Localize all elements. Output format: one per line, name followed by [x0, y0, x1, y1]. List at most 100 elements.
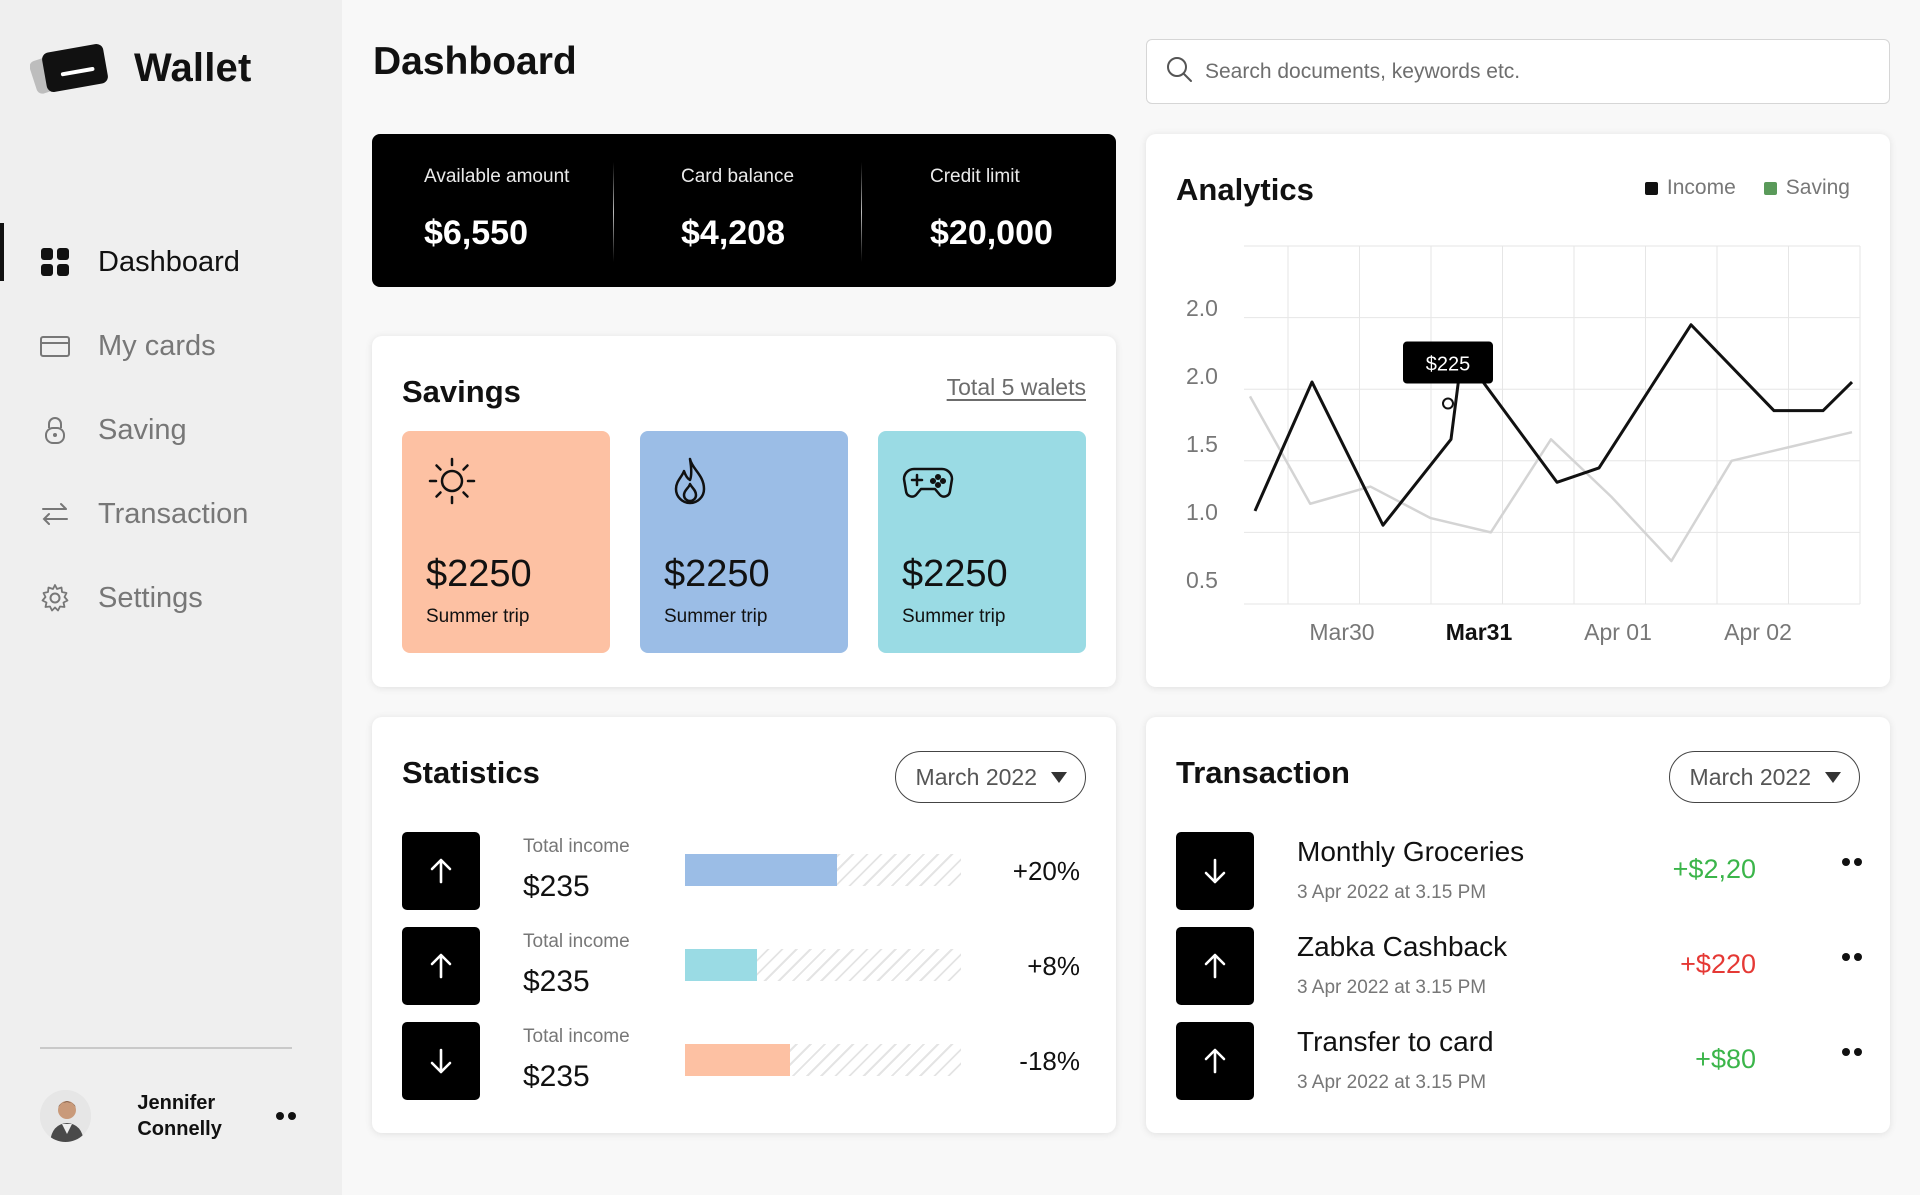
series-line-saving — [1248, 395, 1853, 563]
balance-value: $6,550 — [424, 214, 528, 252]
lock-icon — [40, 415, 70, 445]
balance-label: Credit limit — [930, 166, 1020, 187]
savings-tile[interactable]: $2250 Summer trip — [640, 431, 848, 653]
balance-divider — [861, 162, 862, 262]
legend-label: Saving — [1785, 176, 1850, 199]
stat-bar — [685, 854, 961, 886]
stat-row[interactable]: Total income $235 +20% — [402, 832, 1092, 910]
balance-divider — [613, 162, 614, 262]
search-input[interactable] — [1205, 59, 1885, 84]
transaction-row[interactable]: Monthly Groceries 3 Apr 2022 at 3.15 PM … — [1176, 832, 1866, 910]
sidebar-nav: Dashboard My cards Saving Transaction Se… — [0, 220, 342, 640]
statistics-title: Statistics — [402, 755, 540, 790]
y-tick-label: 1.5 — [1186, 431, 1218, 457]
sidebar-item-my-cards[interactable]: My cards — [0, 304, 342, 388]
savings-tile[interactable]: $2250 Summer trip — [402, 431, 610, 653]
avatar[interactable] — [40, 1090, 92, 1142]
transaction-period-dropdown[interactable]: March 2022 — [1668, 751, 1860, 803]
balance-card-balance: Card balance $4,208 — [681, 166, 794, 253]
legend-label: Income — [1666, 176, 1736, 199]
stat-bar-fill — [685, 1044, 790, 1076]
sun-icon — [424, 453, 480, 509]
y-tick-label: 2.0 — [1186, 363, 1218, 389]
dropdown-value: March 2022 — [1689, 763, 1811, 790]
sidebar-item-settings[interactable]: Settings — [0, 556, 342, 640]
balance-label: Available amount — [424, 166, 570, 187]
more-options-icon[interactable] — [1842, 953, 1866, 961]
stat-bar — [685, 949, 961, 981]
balance-card: Available amount $6,550 Card balance $4,… — [372, 134, 1116, 287]
arrow-up-icon — [1176, 1022, 1254, 1100]
sidebar-item-saving[interactable]: Saving — [0, 388, 342, 472]
search-bar[interactable] — [1146, 39, 1890, 104]
page-title: Dashboard — [373, 40, 577, 83]
legend-income[interactable]: Income — [1644, 176, 1736, 200]
chart-tooltip — [1403, 341, 1493, 384]
stat-percentage: +8% — [1027, 951, 1080, 981]
balance-credit-limit: Credit limit $20,000 — [930, 166, 1053, 253]
card-icon — [40, 331, 70, 361]
analytics-title: Analytics — [1176, 172, 1314, 207]
more-options-icon[interactable] — [1842, 858, 1866, 866]
logo[interactable]: Wallet — [29, 40, 252, 96]
sidebar-item-label: My cards — [98, 329, 216, 362]
statistics-period-dropdown[interactable]: March 2022 — [894, 751, 1086, 803]
analytics-chart[interactable]: 2.0 2.0 1.5 1.0 0.5 Mar30 Mar31 Apr 01 Apr 02 $22… — [1146, 134, 1890, 687]
balance-value: $4,208 — [681, 214, 785, 252]
savings-card: Savings Total 5 walets $2250 Summer trip… — [372, 336, 1116, 687]
stat-bar — [685, 1044, 961, 1076]
caret-down-icon — [1051, 771, 1067, 783]
tile-label: Summer trip — [902, 606, 1006, 627]
arrow-up-icon — [402, 927, 480, 1005]
search-icon — [1165, 55, 1193, 88]
sidebar-item-label: Dashboard — [98, 245, 240, 278]
transaction-row[interactable]: Zabka Cashback 3 Apr 2022 at 3.15 PM +$2… — [1176, 927, 1866, 1005]
total-wallets-link[interactable]: Total 5 walets — [946, 374, 1086, 400]
user-profile[interactable]: Jennifer Connelly — [40, 1090, 300, 1142]
stat-bar-fill — [685, 949, 757, 981]
transaction-amount: +$80 — [1695, 1044, 1756, 1074]
legend-swatch — [1644, 181, 1658, 195]
transaction-row[interactable]: Transfer to card 3 Apr 2022 at 3.15 PM +… — [1176, 1022, 1866, 1100]
gamepad-icon — [900, 453, 956, 509]
grid-icon — [40, 247, 70, 277]
transaction-date: 3 Apr 2022 at 3.15 PM — [1297, 977, 1487, 998]
transaction-name: Zabka Cashback — [1297, 931, 1508, 962]
transaction-amount: +$2,20 — [1672, 854, 1756, 884]
sidebar-item-label: Transaction — [98, 497, 249, 530]
more-options-icon[interactable] — [1842, 1048, 1866, 1056]
stat-label: Total income — [523, 836, 630, 857]
stat-row[interactable]: Total income $235 +8% — [402, 927, 1092, 1005]
arrow-down-icon — [1176, 832, 1254, 910]
analytics-card: Analytics Income Saving 2.0 2.0 1.5 1.0 0.5 M… — [1146, 134, 1890, 687]
stat-row[interactable]: Total income $235 -18% — [402, 1022, 1092, 1100]
transaction-title: Transaction — [1176, 755, 1350, 790]
transaction-amount: +$220 — [1680, 949, 1756, 979]
transaction-date: 3 Apr 2022 at 3.15 PM — [1297, 1072, 1487, 1093]
tile-label: Summer trip — [426, 606, 530, 627]
highlight-point — [1442, 397, 1454, 410]
stat-value: $235 — [523, 1060, 590, 1093]
stat-percentage: +20% — [1012, 856, 1080, 886]
arrow-down-icon — [402, 1022, 480, 1100]
sidebar-item-transaction[interactable]: Transaction — [0, 472, 342, 556]
stat-percentage: -18% — [1019, 1046, 1080, 1076]
transaction-name: Transfer to card — [1297, 1026, 1494, 1057]
balance-available: Available amount $6,550 — [424, 166, 569, 253]
y-tick-label: 1.0 — [1186, 499, 1218, 525]
chart-legend: Income Saving — [1617, 176, 1850, 200]
stat-value: $235 — [523, 965, 590, 998]
balance-label: Card balance — [681, 166, 795, 187]
tile-label: Summer trip — [664, 606, 768, 627]
sidebar-item-label: Settings — [98, 581, 203, 614]
y-tick-label: 0.5 — [1186, 567, 1218, 593]
sidebar-item-dashboard[interactable]: Dashboard — [0, 220, 342, 304]
sidebar-divider — [40, 1047, 292, 1049]
flame-icon — [662, 453, 718, 509]
savings-tile[interactable]: $2250 Summer trip — [878, 431, 1086, 653]
chart-tooltip-label: $225 — [1426, 354, 1471, 376]
y-tick-label: 2.0 — [1186, 295, 1218, 321]
more-options-icon[interactable] — [276, 1112, 300, 1120]
user-name: Jennifer Connelly — [137, 1092, 222, 1140]
legend-saving[interactable]: Saving — [1763, 176, 1850, 200]
